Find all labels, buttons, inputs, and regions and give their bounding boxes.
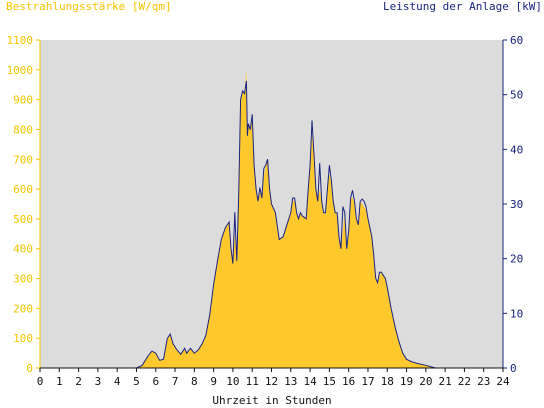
x-tick-label: 23 [477, 375, 490, 388]
x-tick-label: 9 [210, 375, 217, 388]
x-tick-label: 11 [246, 375, 259, 388]
x-tick-label: 12 [265, 375, 278, 388]
power-line [40, 80, 503, 369]
right-tick-label: 50 [510, 89, 523, 102]
axes: 0100200300400500600700800900100011000102… [7, 34, 524, 388]
left-tick-label: 500 [13, 213, 33, 226]
right-tick-label: 30 [510, 198, 523, 211]
left-tick-label: 600 [13, 183, 33, 196]
x-tick-label: 5 [133, 375, 140, 388]
x-tick-label: 21 [439, 375, 452, 388]
x-tick-label: 4 [114, 375, 121, 388]
left-axis-label: Bestrahlungsstärke [W/qm] [6, 0, 172, 13]
left-tick-label: 100 [13, 332, 33, 345]
right-tick-label: 40 [510, 143, 523, 156]
right-tick-label: 20 [510, 253, 523, 266]
right-tick-label: 60 [510, 34, 523, 47]
left-tick-label: 700 [13, 153, 33, 166]
x-tick-label: 6 [152, 375, 159, 388]
x-tick-label: 18 [381, 375, 394, 388]
right-tick-label: 0 [510, 362, 517, 375]
x-tick-label: 8 [191, 375, 198, 388]
x-tick-label: 16 [342, 375, 355, 388]
x-tick-label: 2 [75, 375, 82, 388]
x-tick-label: 0 [37, 375, 44, 388]
left-tick-label: 800 [13, 123, 33, 136]
left-tick-label: 400 [13, 243, 33, 256]
right-tick-label: 10 [510, 307, 523, 320]
left-tick-label: 200 [13, 302, 33, 315]
x-tick-label: 20 [419, 375, 432, 388]
x-tick-label: 10 [226, 375, 239, 388]
left-tick-label: 900 [13, 94, 33, 107]
left-tick-label: 0 [26, 362, 33, 375]
right-axis-label: Leistung der Anlage [kW] [383, 0, 542, 13]
left-tick-label: 300 [13, 273, 33, 286]
x-tick-label: 3 [95, 375, 102, 388]
x-tick-label: 17 [361, 375, 374, 388]
x-tick-label: 24 [496, 375, 510, 388]
x-tick-label: 7 [172, 375, 179, 388]
x-tick-label: 14 [303, 375, 317, 388]
x-tick-label: 13 [284, 375, 297, 388]
left-tick-label: 1100 [7, 34, 34, 47]
irradiance-area [40, 69, 503, 369]
x-tick-label: 22 [458, 375, 471, 388]
x-axis-label: Uhrzeit in Stunden [212, 394, 332, 407]
x-tick-label: 1 [56, 375, 63, 388]
x-tick-label: 15 [323, 375, 336, 388]
left-tick-label: 1000 [7, 64, 34, 77]
x-tick-label: 19 [400, 375, 413, 388]
